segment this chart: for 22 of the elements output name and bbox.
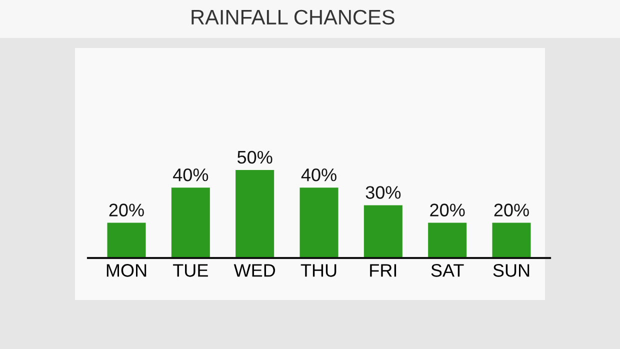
data-label: 50% xyxy=(237,150,272,164)
data-label: 40% xyxy=(301,168,336,182)
x-tick-label: MON xyxy=(106,264,146,277)
bar xyxy=(364,205,402,258)
data-label: 20% xyxy=(494,204,529,216)
bar xyxy=(171,188,210,258)
x-tick-label: SUN xyxy=(493,264,530,277)
data-label: 20% xyxy=(109,204,144,216)
data-label: 40% xyxy=(173,168,208,182)
x-tick-label: TUE xyxy=(173,264,208,277)
data-label: 30% xyxy=(366,186,401,199)
chart-title: RAINFALL CHANCES xyxy=(192,10,394,25)
bar xyxy=(428,222,467,258)
x-tick-label: SAT xyxy=(431,264,464,277)
bar xyxy=(300,188,338,258)
bar xyxy=(492,222,531,258)
bar xyxy=(107,222,146,258)
x-tick-label: WED xyxy=(234,264,276,277)
data-label: 20% xyxy=(430,204,465,216)
x-tick-label: THU xyxy=(300,264,336,277)
x-tick-label: FRI xyxy=(370,264,396,277)
bar xyxy=(236,170,274,258)
